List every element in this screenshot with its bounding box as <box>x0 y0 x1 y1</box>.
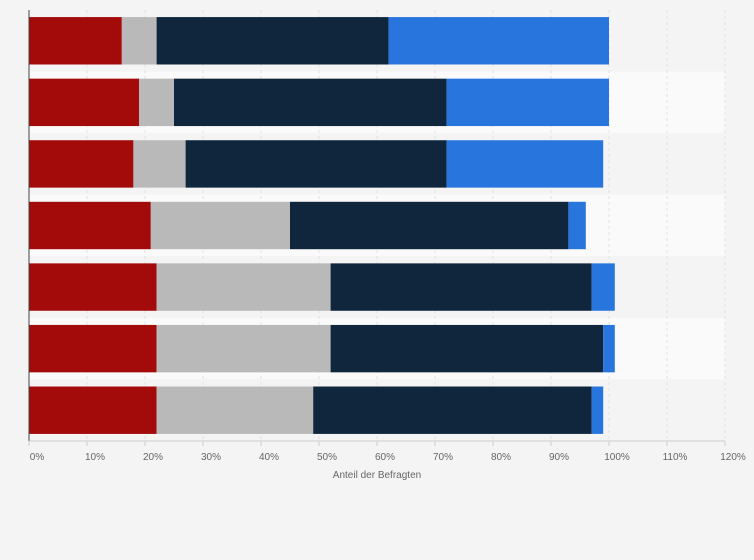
bar-segment <box>603 324 615 373</box>
x-tick-label: 100% <box>604 452 630 463</box>
bars <box>29 17 615 434</box>
x-tick-label: 0% <box>30 452 45 463</box>
bar-segment <box>29 324 157 373</box>
x-tick-label: 20% <box>143 452 163 463</box>
bar-segment <box>174 78 447 127</box>
x-tick-label: 80% <box>491 452 511 463</box>
bar-segment <box>150 201 290 250</box>
x-tick-label: 40% <box>259 452 279 463</box>
bar-segment <box>133 140 186 188</box>
bar-segment <box>446 78 609 127</box>
x-tick-label: 60% <box>375 452 395 463</box>
bar-segment <box>29 17 122 65</box>
x-axis-title: Anteil der Befragten <box>333 470 421 481</box>
x-tick-label: 30% <box>201 452 221 463</box>
bar-segment <box>591 263 615 311</box>
x-tick-label: 90% <box>549 452 569 463</box>
bar-segment <box>156 386 314 434</box>
bar-segment <box>29 201 151 250</box>
bar-segment <box>568 201 586 250</box>
bar-segment <box>29 140 134 188</box>
bar-segment <box>156 263 331 311</box>
bar-segment <box>29 386 157 434</box>
bar-segment <box>313 386 592 434</box>
bar-segment <box>330 324 604 373</box>
x-axis: 0% 10% 20% 30% 40% 50% 60% 70% 80% 90% 100% 110% 120… <box>28 10 746 463</box>
bar-segment <box>139 78 174 127</box>
x-tick-label: 10% <box>85 452 105 463</box>
bar-segment <box>29 263 157 311</box>
bar-segment <box>121 17 157 65</box>
bar-segment <box>446 140 604 188</box>
x-tick-label: 110% <box>663 452 688 463</box>
x-tick-label: 50% <box>317 452 337 463</box>
bar-segment <box>156 17 389 65</box>
bar-segment <box>290 201 569 250</box>
x-tick-label: 120% <box>720 452 746 463</box>
bar-segment <box>156 324 331 373</box>
x-tick-label: 70% <box>433 452 453 463</box>
bar-segment <box>388 17 609 65</box>
bar-segment <box>591 386 604 434</box>
bar-segment <box>29 78 140 127</box>
bar-segment <box>185 140 447 188</box>
bar-segment <box>330 263 592 311</box>
